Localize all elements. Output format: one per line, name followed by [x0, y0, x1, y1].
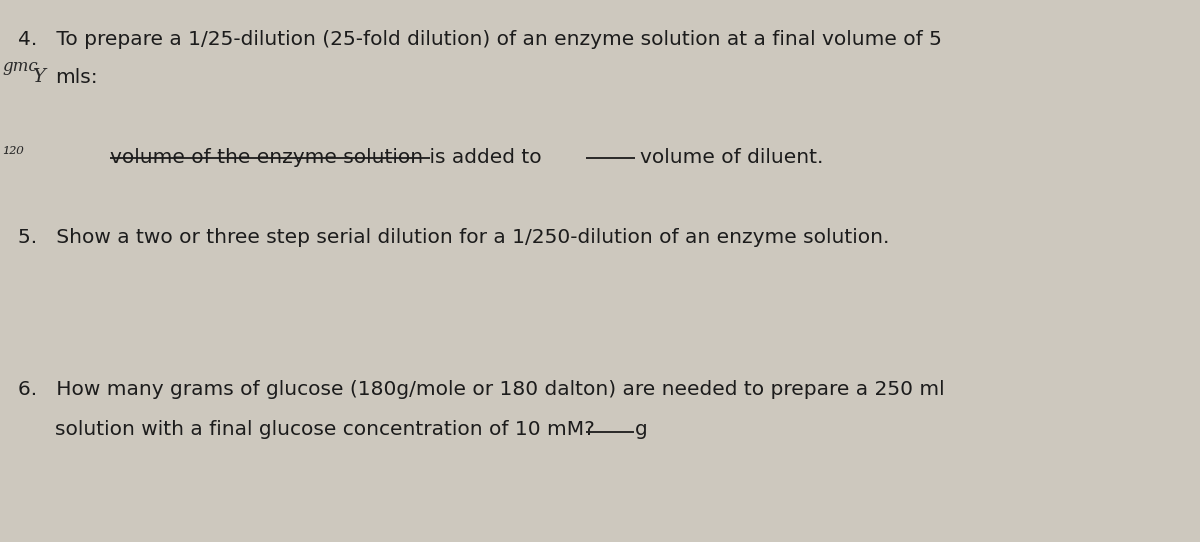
Text: mls:: mls: — [55, 68, 97, 87]
Text: solution with a final glucose concentration of 10 mM?: solution with a final glucose concentrat… — [55, 420, 595, 439]
Text: volume of the enzyme solution is added to: volume of the enzyme solution is added t… — [110, 148, 541, 167]
Text: g: g — [635, 420, 648, 439]
Text: 4.   To prepare a 1/25-dilution (25-fold dilution) of an enzyme solution at a fi: 4. To prepare a 1/25-dilution (25-fold d… — [18, 30, 942, 49]
Text: 6.   How many grams of glucose (180g/mole or 180 dalton) are needed to prepare a: 6. How many grams of glucose (180g/mole … — [18, 380, 944, 399]
Text: 5.   Show a two or three step serial dilution for a 1/250-dilution of an enzyme : 5. Show a two or three step serial dilut… — [18, 228, 889, 247]
Text: Y: Y — [32, 68, 44, 86]
Text: ₁₂₀: ₁₂₀ — [2, 140, 24, 158]
Text: gmc: gmc — [2, 58, 37, 75]
Text: volume of diluent.: volume of diluent. — [640, 148, 823, 167]
